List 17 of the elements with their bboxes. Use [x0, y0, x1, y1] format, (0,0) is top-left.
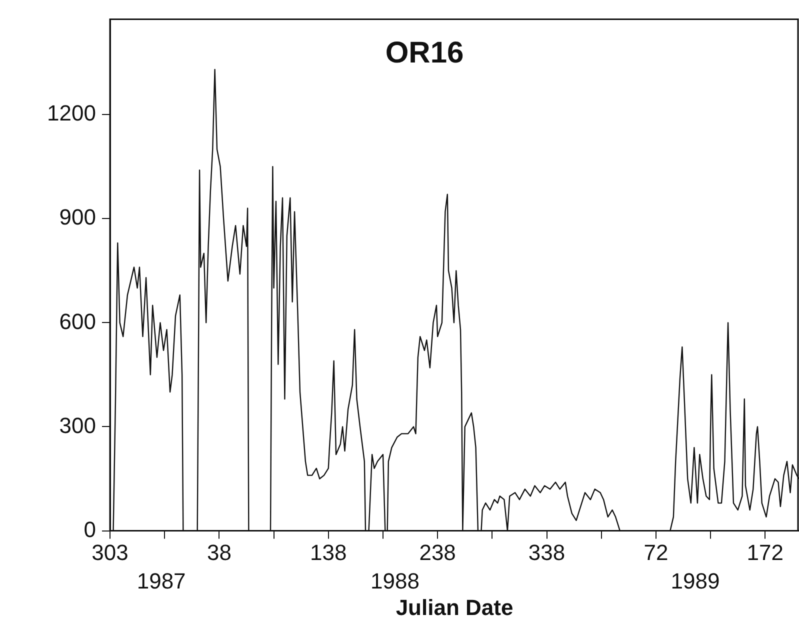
- y-tick-label: 1200: [47, 100, 96, 126]
- y-tick-label: 900: [59, 204, 96, 230]
- x2-tick-label: 1987: [136, 568, 186, 594]
- x2-tick-label: 1989: [670, 568, 720, 594]
- x-tick-label: 38: [206, 540, 232, 566]
- x-tick-label: 338: [528, 540, 566, 566]
- x-tick-label: 138: [310, 540, 347, 566]
- x2-tick-label: 1988: [370, 568, 420, 594]
- y-tick-label: 300: [59, 412, 96, 438]
- x-tick-label: 238: [419, 540, 456, 566]
- y-tick-label: 600: [59, 308, 96, 334]
- x-axis-title: Julian Date: [396, 594, 514, 620]
- x-tick-label: 172: [746, 540, 784, 566]
- text: OR16: [385, 36, 464, 70]
- x-tick-label: 303: [92, 540, 128, 566]
- y-tick-label: 0: [84, 516, 96, 542]
- x-tick-label: 72: [644, 540, 668, 566]
